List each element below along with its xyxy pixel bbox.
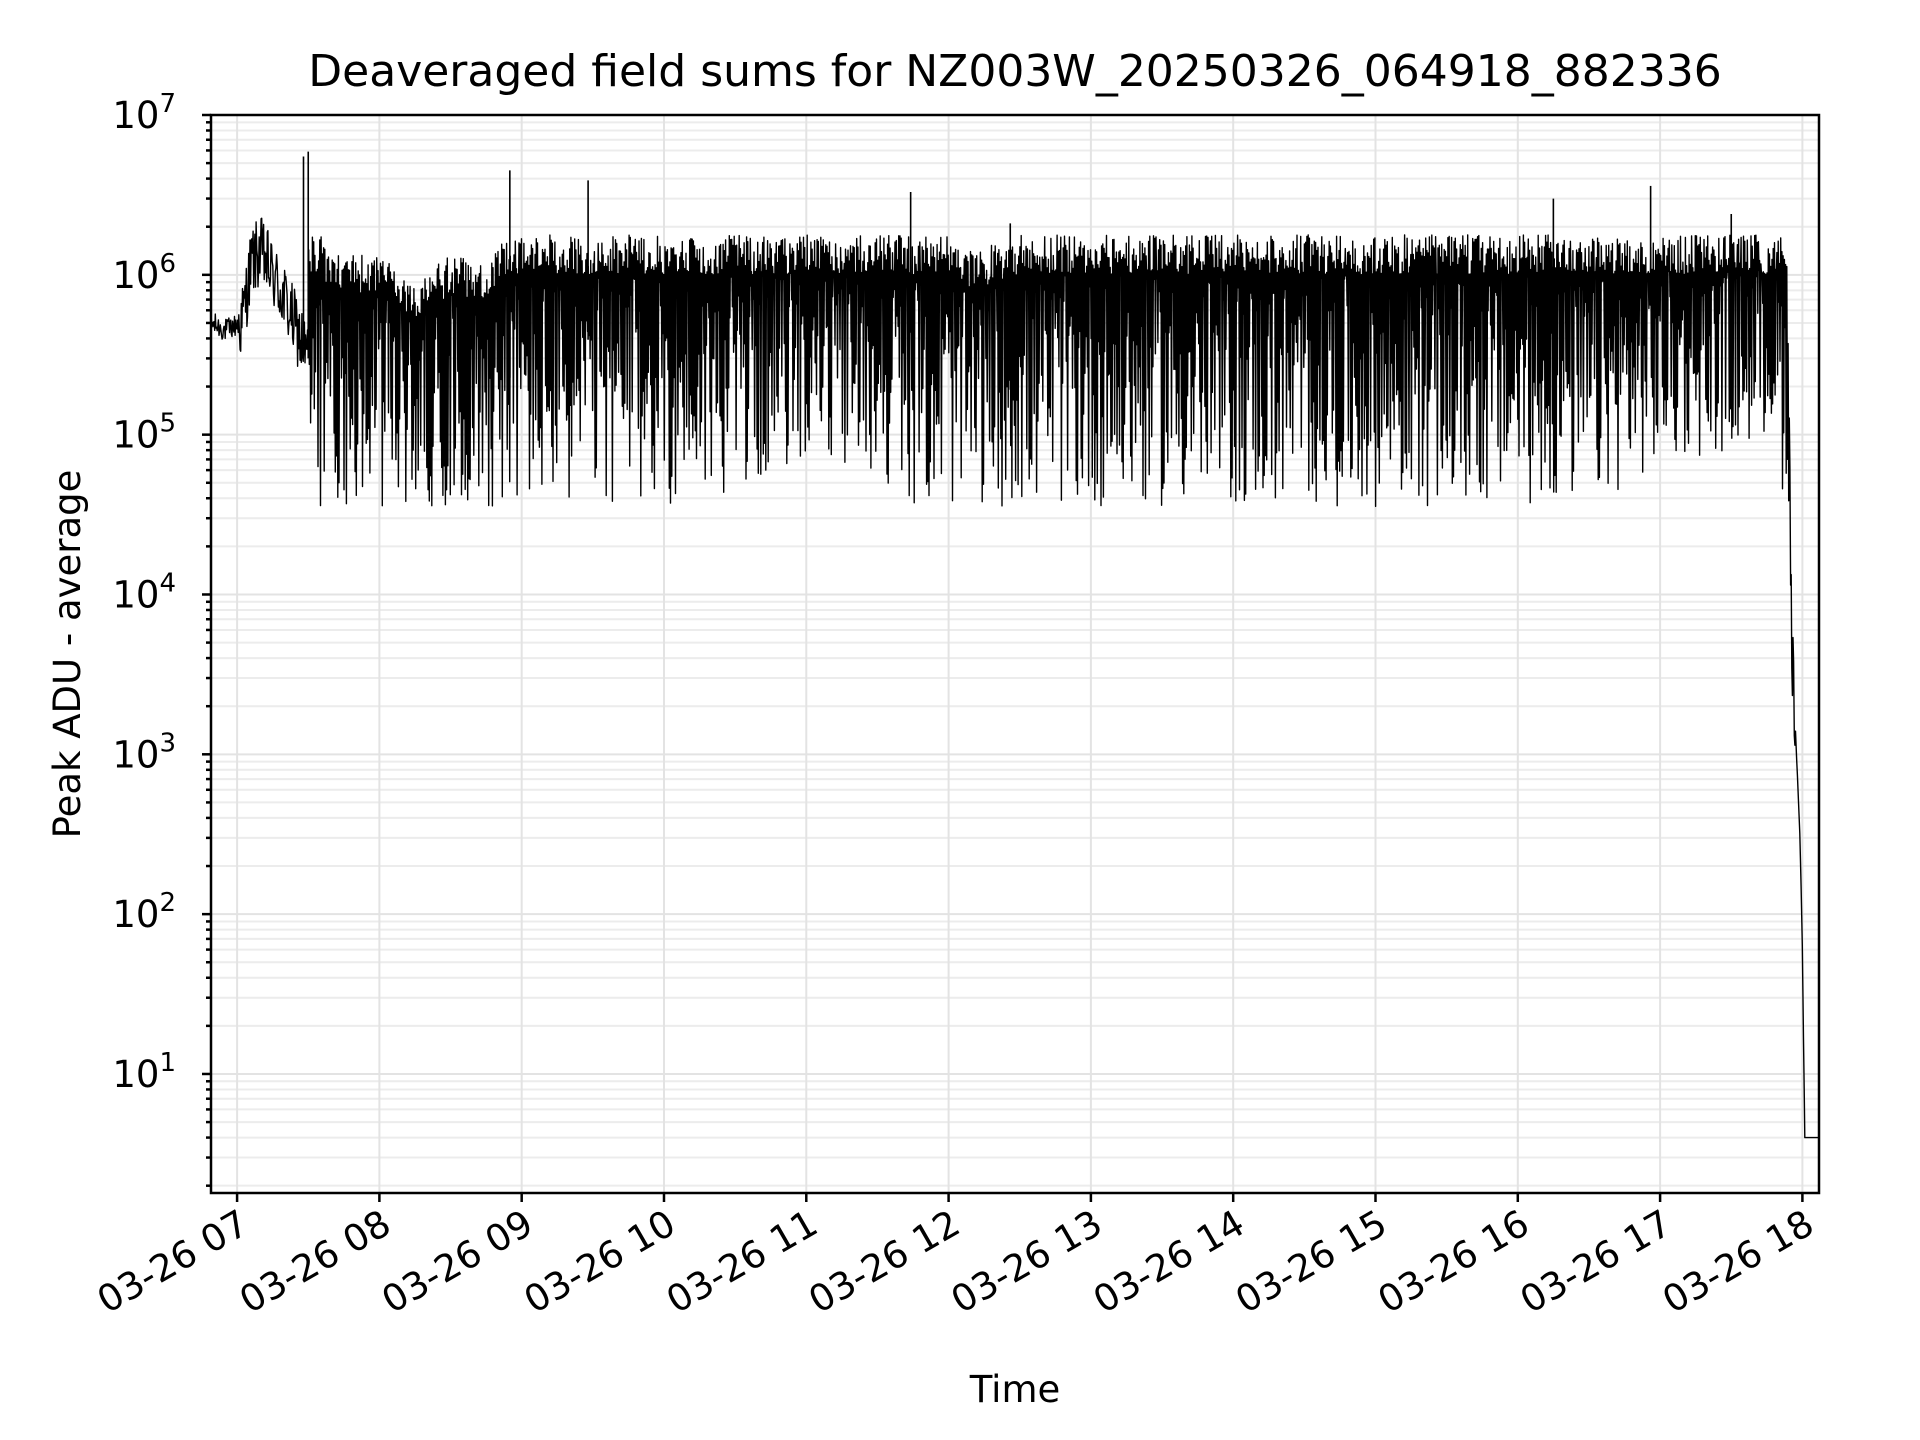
plot-frame xyxy=(209,113,1821,1195)
x-tick-label: 03-26 09 xyxy=(375,1202,541,1322)
series-line xyxy=(210,217,1820,1139)
x-tick-label: 03-26 15 xyxy=(1228,1202,1394,1322)
x-tick-label: 03-26 12 xyxy=(802,1202,968,1322)
y-tick-label: 102 xyxy=(112,888,176,936)
chart-title: Deaveraged field sums for NZ003W_2025032… xyxy=(308,46,1721,97)
x-tick-label: 03-26 10 xyxy=(517,1202,683,1322)
x-tick-label: 03-26 18 xyxy=(1655,1202,1821,1322)
series-layer xyxy=(210,151,1820,1139)
y-tick-labels: 101 102 103 104 105 106 107 xyxy=(112,89,176,1096)
x-tick-label: 03-26 08 xyxy=(232,1202,398,1322)
y-tick-label: 105 xyxy=(112,409,176,457)
x-tick-label: 03-26 11 xyxy=(659,1202,825,1322)
x-tick-label: 03-26 14 xyxy=(1086,1202,1252,1322)
y-tick-label: 103 xyxy=(112,728,176,776)
x-axis-label: Time xyxy=(969,1368,1061,1411)
y-tick-label: 107 xyxy=(112,89,176,137)
x-tick-label: 03-26 17 xyxy=(1513,1202,1679,1322)
x-tick-label: 03-26 13 xyxy=(944,1202,1110,1322)
y-axis-label: Peak ADU - average xyxy=(46,470,89,839)
y-tick-label: 101 xyxy=(112,1048,176,1096)
x-tick-label: 03-26 07 xyxy=(90,1202,256,1322)
y-tick-label: 104 xyxy=(112,568,176,616)
y-tick-label: 106 xyxy=(112,249,176,297)
x-tick-label: 03-26 16 xyxy=(1371,1202,1537,1322)
